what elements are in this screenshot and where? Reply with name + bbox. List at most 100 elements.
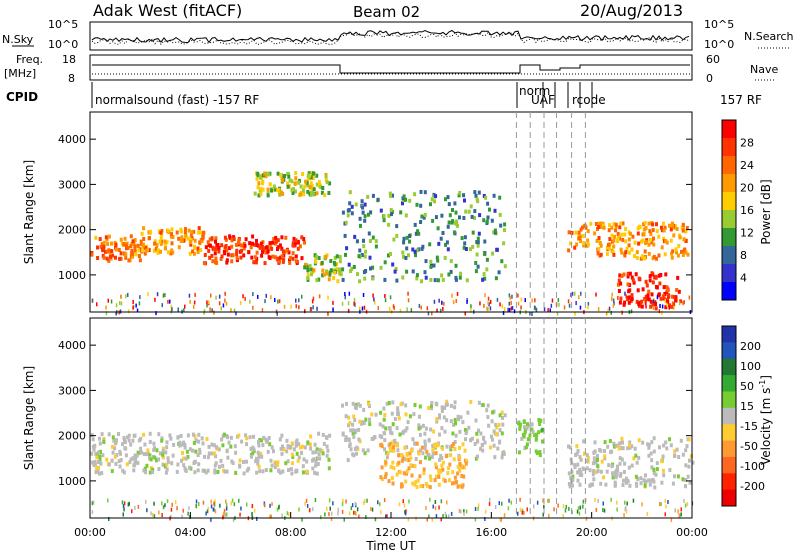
heatmap-region (140, 226, 206, 256)
heatmap-cell (184, 227, 187, 232)
heatmap-cell (476, 454, 479, 459)
heatmap-cell (594, 470, 598, 475)
heatmap-cell (627, 243, 631, 248)
heatmap-cell (381, 477, 384, 482)
heatmap-cell (362, 407, 366, 412)
heatmap-cell (194, 449, 198, 454)
heatmap-cell (402, 240, 406, 245)
heatmap-cell (404, 479, 408, 484)
heatmap-cell (432, 442, 436, 447)
heatmap-cell (283, 304, 286, 309)
heatmap-cell (240, 439, 244, 444)
heatmap-cell (323, 193, 327, 198)
heatmap-cell (188, 251, 192, 256)
heatmap-cell (643, 227, 647, 232)
heatmap-cell (315, 254, 319, 259)
heatmap-cell (153, 446, 156, 451)
heatmap-cell (166, 499, 169, 504)
heatmap-cell (443, 301, 445, 306)
heatmap-cell (454, 421, 457, 426)
heatmap-cell (413, 192, 417, 197)
heatmap-cell (632, 280, 636, 285)
heatmap-cell (392, 466, 396, 471)
heatmap-cell (542, 498, 544, 503)
heatmap-cell (417, 426, 421, 431)
heatmap-cell (624, 227, 628, 231)
heatmap-cell (441, 231, 445, 235)
heatmap-cell (221, 463, 225, 468)
heatmap-cell (363, 214, 367, 219)
heatmap-cell (435, 402, 439, 407)
heatmap-cell (193, 238, 197, 243)
heatmap-cell (477, 428, 480, 433)
heatmap-cell (306, 276, 310, 281)
cpid-program: normalsound (fast) -157 RF (95, 93, 259, 107)
heatmap-cell (183, 442, 187, 447)
heatmap-cell (684, 250, 688, 255)
heatmap-cell (152, 512, 154, 517)
heatmap-cell (402, 429, 405, 434)
heatmap-cell (672, 305, 675, 310)
heatmap-cell (404, 428, 408, 433)
heatmap-cell (292, 236, 296, 241)
heatmap-cell (356, 272, 359, 277)
heatmap-cell (458, 215, 461, 220)
heatmap-cell (567, 299, 570, 304)
heatmap-cell (488, 302, 490, 307)
heatmap-cell (266, 249, 270, 254)
heatmap-cell (431, 451, 435, 456)
heatmap-cell (349, 428, 353, 433)
heatmap-cell (630, 463, 634, 468)
heatmap-cell (249, 446, 253, 451)
heatmap-cell (576, 509, 579, 514)
heatmap-cell (453, 475, 457, 480)
heatmap-cell (325, 453, 329, 458)
heatmap-cell (363, 451, 367, 456)
heatmap-cell (621, 483, 625, 487)
heatmap-cell (489, 299, 492, 304)
heatmap-cell (366, 498, 368, 503)
heatmap-cell (281, 249, 285, 254)
heatmap-cell (518, 424, 522, 429)
heatmap-cell (363, 202, 367, 207)
heatmap-cell (657, 273, 661, 278)
heatmap-cell (319, 185, 323, 190)
heatmap-cell (451, 293, 453, 298)
heatmap-cell (491, 251, 495, 256)
heatmap-cell (610, 310, 612, 315)
heatmap-cell (425, 506, 427, 510)
heatmap-cell (583, 451, 586, 456)
heatmap-cell (350, 506, 353, 511)
heatmap-cell (341, 403, 344, 408)
heatmap-cell (360, 253, 364, 257)
heatmap-cell (525, 442, 529, 447)
heatmap-cell (389, 295, 392, 300)
heatmap-cell (534, 306, 536, 311)
heatmap-cell (225, 499, 227, 504)
heatmap-cell (673, 453, 676, 458)
heatmap-cell (280, 433, 284, 438)
heatmap-cell (622, 272, 626, 277)
heatmap-cell (204, 470, 208, 475)
heatmap-cell (314, 259, 318, 264)
heatmap-cell (141, 243, 145, 248)
heatmap-cell (421, 484, 425, 489)
heatmap-cell (179, 433, 183, 438)
heatmap-cell (367, 231, 371, 236)
heatmap-cell (295, 304, 297, 309)
heatmap-cell (471, 230, 475, 235)
heatmap-cell (123, 440, 127, 445)
heatmap-cell (384, 298, 387, 303)
heatmap-cell (683, 300, 685, 305)
heatmap-cell (333, 270, 337, 275)
heatmap-cell (523, 425, 526, 430)
heatmap-cell (233, 308, 236, 313)
colorbar-tick-label: 24 (740, 159, 754, 172)
heatmap-cell (451, 208, 454, 212)
heatmap-cell (479, 446, 483, 451)
freq-panel-frame (89, 54, 693, 81)
heatmap-cell (469, 438, 472, 443)
heatmap-cell (508, 307, 511, 312)
